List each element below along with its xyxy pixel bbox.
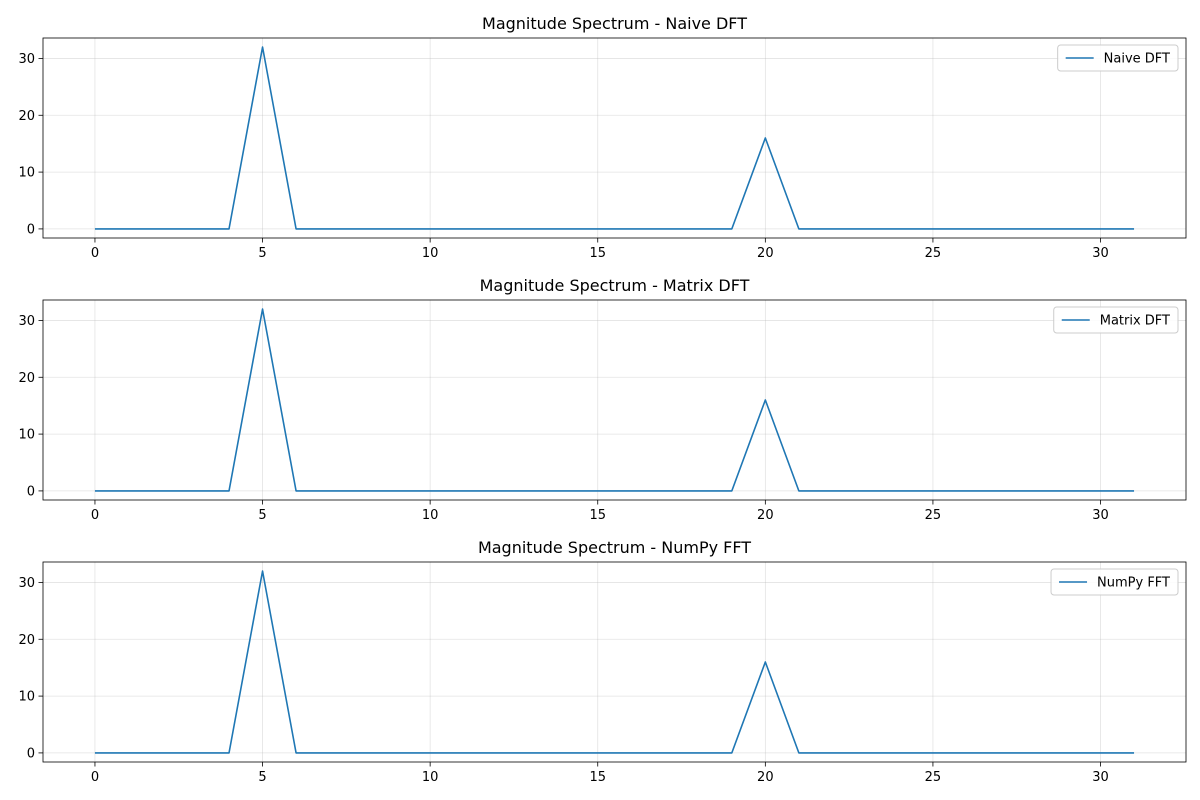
x-tick-label: 0: [91, 508, 99, 523]
y-tick-label: 10: [18, 166, 35, 181]
x-tick-label: 25: [925, 246, 942, 261]
series-line: [94, 570, 1135, 754]
x-tick-label: 20: [757, 508, 774, 523]
x-tick-label: 30: [1092, 770, 1109, 785]
axes-frame: [42, 561, 1187, 763]
subplot-title: Magnitude Spectrum - Matrix DFT: [480, 276, 750, 295]
axes-frame: [42, 299, 1187, 501]
x-tick-label: 10: [422, 246, 439, 261]
x-tick-label: 20: [757, 246, 774, 261]
x-tick-label: 30: [1092, 246, 1109, 261]
x-tick-label: 25: [925, 508, 942, 523]
y-tick-label: 0: [27, 222, 35, 237]
x-tick-label: 15: [589, 770, 606, 785]
legend: Naive DFT: [1057, 44, 1179, 72]
legend: Matrix DFT: [1053, 306, 1179, 334]
legend: NumPy FFT: [1050, 568, 1179, 596]
y-tick-label: 30: [18, 52, 35, 67]
y-tick-label: 30: [18, 576, 35, 591]
x-tick-label: 5: [258, 770, 266, 785]
x-tick-label: 15: [589, 508, 606, 523]
subplot-1: Magnitude Spectrum - Naive DFT 0 5 10 15 20 25…: [18, 14, 1187, 261]
x-tick-label: 30: [1092, 508, 1109, 523]
y-tick-label: 0: [27, 746, 35, 761]
legend-frame: [1053, 306, 1179, 334]
x-tick-label: 10: [422, 770, 439, 785]
axes-frame: [42, 37, 1187, 239]
y-tick-label: 10: [18, 428, 35, 443]
legend-label: Matrix DFT: [1100, 314, 1170, 329]
subplot-title: Magnitude Spectrum - Naive DFT: [482, 14, 747, 33]
legend-label: NumPy FFT: [1097, 576, 1170, 591]
x-tick-label: 15: [589, 246, 606, 261]
x-tick-label: 5: [258, 246, 266, 261]
x-tick-label: 0: [91, 770, 99, 785]
series-line: [94, 308, 1135, 492]
legend-label: Naive DFT: [1104, 52, 1170, 67]
legend-frame: [1050, 568, 1179, 596]
x-tick-label: 25: [925, 770, 942, 785]
legend-frame: [1057, 44, 1179, 72]
series-line: [94, 46, 1135, 230]
x-tick-label: 0: [91, 246, 99, 261]
y-tick-label: 30: [18, 314, 35, 329]
y-tick-label: 20: [18, 109, 35, 124]
y-tick-label: 10: [18, 690, 35, 705]
subplot-title: Magnitude Spectrum - NumPy FFT: [478, 538, 751, 557]
x-tick-label: 20: [757, 770, 774, 785]
y-tick-label: 20: [18, 371, 35, 386]
subplot-3: Magnitude Spectrum - NumPy FFT 0 5 10 15 20 25…: [18, 538, 1187, 785]
subplot-2: Magnitude Spectrum - Matrix DFT 0 5 10 15 20 2…: [18, 276, 1187, 523]
x-tick-label: 5: [258, 508, 266, 523]
y-tick-label: 0: [27, 484, 35, 499]
y-tick-label: 20: [18, 633, 35, 648]
x-tick-label: 10: [422, 508, 439, 523]
